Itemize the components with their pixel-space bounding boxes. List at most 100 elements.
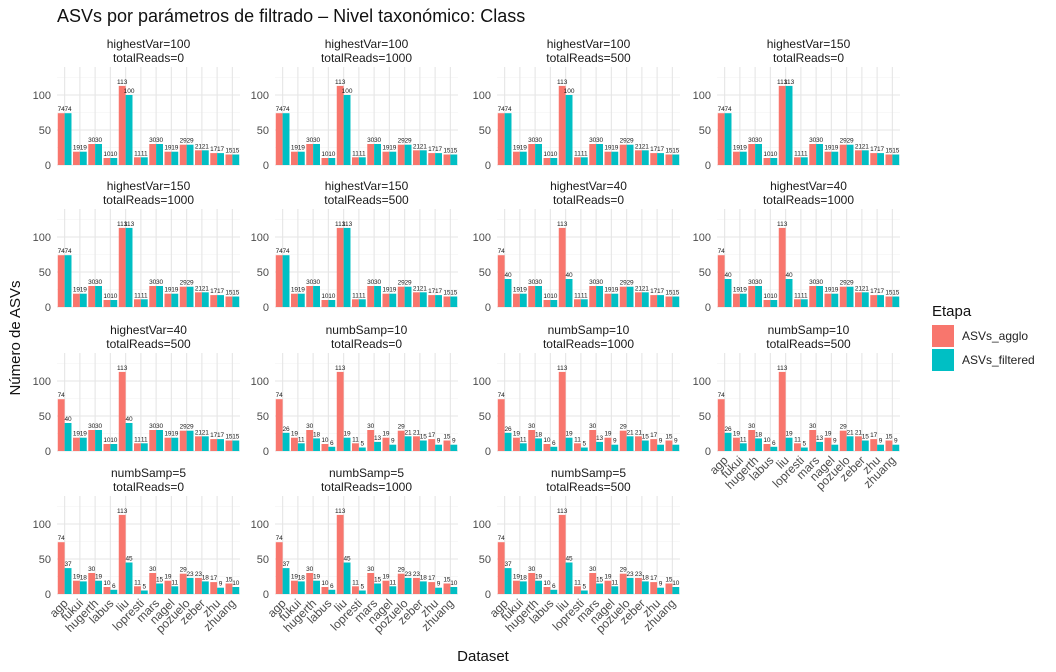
bar-ASVs_filtered xyxy=(389,293,397,307)
data-label: 30 xyxy=(95,423,103,430)
data-label: 6 xyxy=(112,583,116,590)
bar-ASVs_filtered xyxy=(110,589,118,594)
y-tick-label: 50 xyxy=(39,554,51,566)
facet-strip-label: totalReads=1000 xyxy=(103,193,194,207)
bar-ASVs_filtered xyxy=(596,144,603,165)
data-label: 30 xyxy=(528,137,536,144)
bar-ASVs_filtered xyxy=(374,583,381,594)
data-label: 26 xyxy=(504,426,512,433)
bar-ASVs_agglo xyxy=(839,430,847,451)
bar-ASVs_filtered xyxy=(504,432,512,451)
data-label: 10 xyxy=(321,437,329,444)
data-label: 113 xyxy=(335,365,346,372)
bar-ASVs_filtered xyxy=(800,447,808,451)
bar-ASVs_agglo xyxy=(778,227,786,307)
data-label: 19 xyxy=(389,145,397,152)
bar-ASVs_filtered xyxy=(419,581,427,594)
data-label: 19 xyxy=(80,431,88,438)
bar-ASVs_agglo xyxy=(589,430,597,451)
y-tick-label: 0 xyxy=(705,446,711,458)
bar-ASVs_agglo xyxy=(794,157,801,165)
data-label: 30 xyxy=(88,279,96,286)
bar-ASVs_agglo xyxy=(543,158,551,165)
bar-ASVs_agglo xyxy=(809,430,817,451)
data-label: 113 xyxy=(117,79,128,86)
data-label: 17 xyxy=(435,146,443,153)
bar-ASVs_agglo xyxy=(149,430,157,451)
y-tick-label: 100 xyxy=(693,232,711,244)
data-label: 30 xyxy=(755,137,763,144)
data-label: 19 xyxy=(611,287,619,294)
bar-ASVs_agglo xyxy=(543,300,551,307)
bar-ASVs_filtered xyxy=(328,446,336,451)
data-label: 15 xyxy=(232,148,240,155)
data-label: 113 xyxy=(557,221,568,228)
bar-ASVs_filtered xyxy=(217,295,224,307)
data-label: 9 xyxy=(437,581,441,588)
bar-ASVs_filtered xyxy=(450,296,458,307)
data-label: 10 xyxy=(550,151,558,158)
bar-ASVs_agglo xyxy=(589,144,597,165)
bar-ASVs_agglo xyxy=(118,371,126,451)
bar-ASVs_agglo xyxy=(352,443,359,451)
data-label: 10 xyxy=(770,293,778,300)
data-label: 15 xyxy=(885,148,893,155)
data-label: 19 xyxy=(824,145,832,152)
data-label: 9 xyxy=(391,438,395,445)
bar-ASVs_agglo xyxy=(306,144,314,165)
bar-ASVs_filtered xyxy=(831,444,839,451)
data-label: 19 xyxy=(80,287,88,294)
data-label: 17 xyxy=(210,575,218,582)
data-label: 17 xyxy=(210,288,218,295)
facet-panel: numbSamp=10totalReads=100005010074261911… xyxy=(473,323,680,458)
bar-ASVs_filtered xyxy=(232,440,240,451)
data-label: 10 xyxy=(328,293,336,300)
data-label: 74 xyxy=(64,106,72,113)
data-label: 19 xyxy=(382,145,390,152)
y-tick-label: 100 xyxy=(33,90,51,102)
y-tick-label: 50 xyxy=(257,267,269,279)
bar-ASVs_agglo xyxy=(635,577,642,594)
data-label: 30 xyxy=(596,279,604,286)
bar-ASVs_agglo xyxy=(149,573,157,594)
bar-ASVs_agglo xyxy=(103,158,111,165)
y-tick-label: 50 xyxy=(699,411,711,423)
data-label: 19 xyxy=(520,287,528,294)
data-label: 37 xyxy=(504,561,512,568)
bar-ASVs_filtered xyxy=(535,580,542,594)
data-label: 74 xyxy=(724,106,732,113)
data-label: 15 xyxy=(885,434,893,441)
bar-ASVs_agglo xyxy=(352,586,359,594)
data-label: 30 xyxy=(149,566,157,573)
bar-ASVs_agglo xyxy=(336,227,344,307)
data-label: 11 xyxy=(352,150,359,157)
bar-ASVs_agglo xyxy=(428,582,436,594)
data-label: 11 xyxy=(794,436,801,443)
facet-panel: numbSamp=10totalReads=005010074261911301… xyxy=(251,323,458,458)
data-label: 113 xyxy=(117,221,128,228)
bar-ASVs_agglo xyxy=(748,286,756,307)
bar-ASVs_filtered xyxy=(892,154,900,165)
bar-ASVs_filtered xyxy=(282,568,290,594)
bar-ASVs_agglo xyxy=(397,144,405,165)
data-label: 113 xyxy=(124,221,135,228)
data-label: 30 xyxy=(313,279,321,286)
bar-ASVs_filtered xyxy=(297,443,305,451)
bar-ASVs_agglo xyxy=(717,399,725,451)
data-label: 15 xyxy=(232,290,240,297)
data-label: 74 xyxy=(282,106,290,113)
data-label: 30 xyxy=(149,423,157,430)
bar-ASVs_filtered xyxy=(565,437,573,451)
bar-ASVs_agglo xyxy=(574,443,581,451)
data-label: 29 xyxy=(186,138,194,145)
bar-ASVs_filtered xyxy=(79,581,87,594)
data-label: 19 xyxy=(824,431,832,438)
data-label: 17 xyxy=(217,146,225,153)
bar-ASVs_filtered xyxy=(79,293,87,307)
data-label: 10 xyxy=(543,151,551,158)
bar-ASVs_agglo xyxy=(733,437,740,451)
bar-ASVs_agglo xyxy=(513,293,520,307)
bar-ASVs_filtered xyxy=(95,430,102,451)
